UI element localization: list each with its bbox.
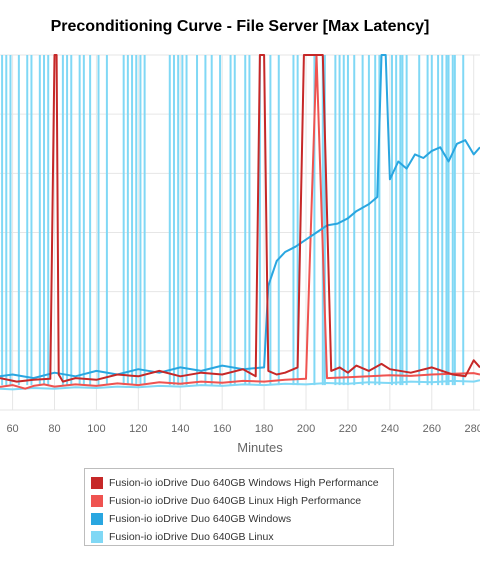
legend-item[interactable]: Fusion-io ioDrive Duo 640GB Windows High… [91,474,393,492]
x-tick-label: 180 [255,423,273,435]
plot-area: 60 80 100 120 140 160 180 200 220 240 260 280 [0,54,480,435]
series-lines [0,54,480,391]
x-tick-labels: 60 80 100 120 140 160 180 200 220 240 260 280 [6,423,480,435]
series-line [0,54,480,383]
x-tick-label: 140 [171,423,189,435]
series-line [0,54,480,380]
legend-label: Fusion-io ioDrive Duo 640GB Linux High P… [109,495,362,507]
x-tick-label: 160 [213,423,231,435]
x-tick-label: 60 [6,423,18,435]
x-tick-label: 260 [423,423,441,435]
x-tick-label: 100 [87,423,105,435]
chart-title: Preconditioning Curve - File Server [Max… [50,18,430,35]
series-line [0,379,480,391]
x-tick-label: 200 [297,423,315,435]
legend-swatch [91,477,103,489]
legend-label: Fusion-io ioDrive Duo 640GB Linux [109,531,274,543]
legend-swatch [91,531,103,543]
legend-swatch [91,495,103,507]
x-tick-label: 220 [339,423,357,435]
legend-item[interactable]: Fusion-io ioDrive Duo 640GB Linux High P… [91,492,393,510]
x-tick-label: 280 [465,423,480,435]
x-axis-label: Minutes [237,440,283,455]
x-tick-label: 240 [381,423,399,435]
x-tick-label: 120 [129,423,147,435]
legend-label: Fusion-io ioDrive Duo 640GB Windows High… [109,477,379,489]
spike-layer [1,55,465,386]
legend-item[interactable]: Fusion-io ioDrive Duo 640GB Linux [91,528,393,546]
legend-swatch [91,513,103,525]
legend-label: Fusion-io ioDrive Duo 640GB Windows [109,513,292,525]
legend: Fusion-io ioDrive Duo 640GB Windows High… [84,468,394,546]
x-tick-label: 80 [48,423,60,435]
series-line [0,54,480,390]
legend-item[interactable]: Fusion-io ioDrive Duo 640GB Windows [91,510,393,528]
